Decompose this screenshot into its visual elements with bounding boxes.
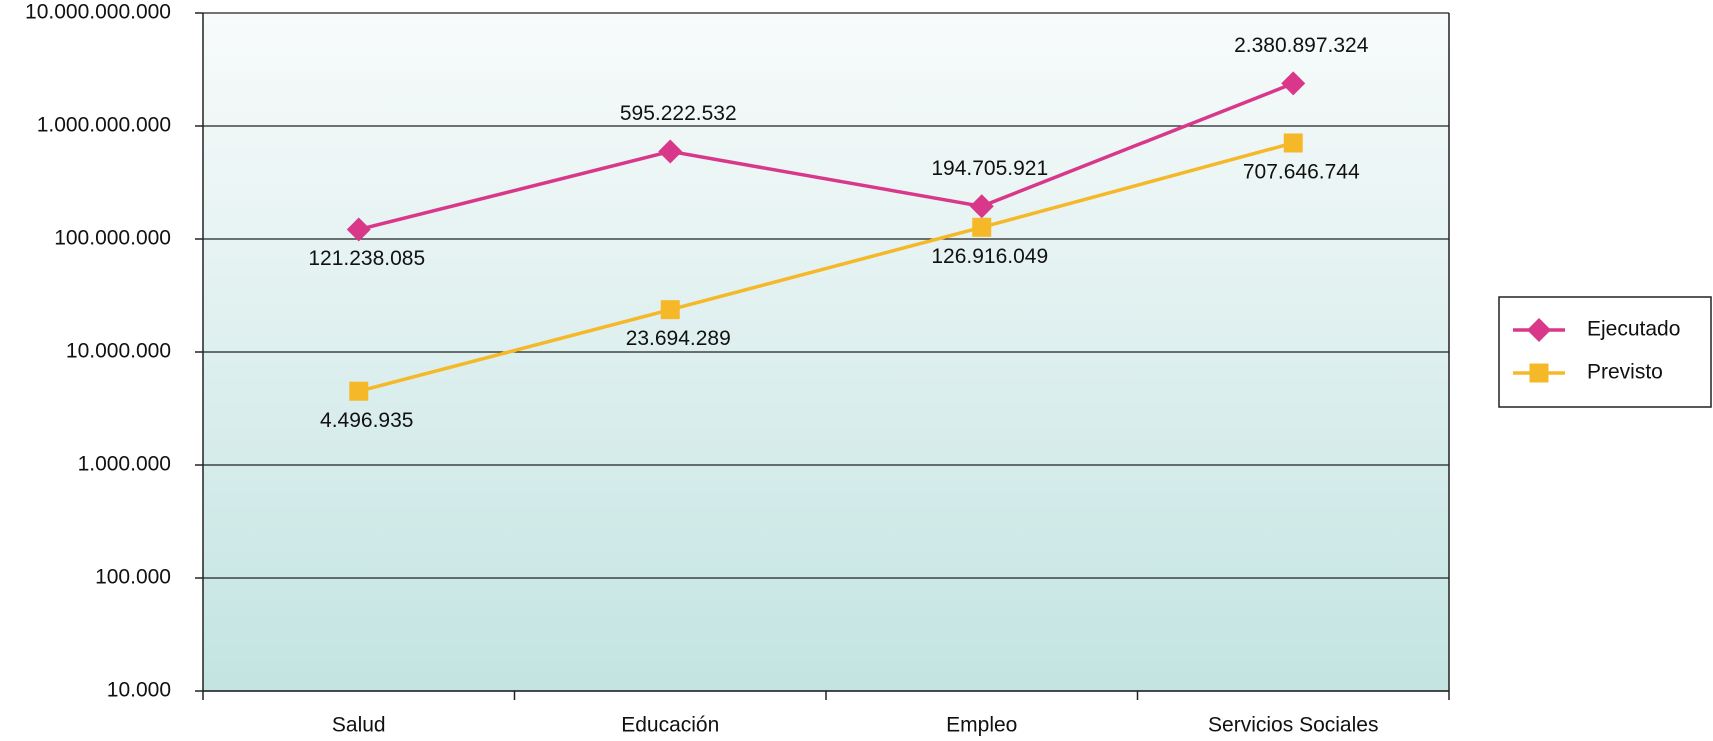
y-tick-label: 10.000.000.000: [25, 1, 171, 24]
y-tick-label: 10.000: [107, 679, 171, 702]
data-label: 194.705.921: [931, 157, 1048, 180]
x-tick-label: Salud: [332, 714, 386, 737]
data-point: [1283, 133, 1303, 153]
data-point: [969, 194, 994, 219]
y-tick-label: 1.000.000.000: [37, 114, 171, 137]
data-label: 2.380.897.324: [1234, 34, 1369, 57]
data-point: [349, 381, 369, 401]
legend-box: [1498, 296, 1712, 408]
data-point: [346, 217, 371, 242]
series-line: [358, 81, 1294, 232]
data-label: 126.916.049: [931, 245, 1048, 268]
x-tick-label: Educación: [621, 714, 719, 737]
legend-label: Previsto: [1587, 361, 1663, 384]
data-label: 707.646.744: [1243, 161, 1360, 184]
legend-marker: [1527, 318, 1551, 342]
data-point: [660, 300, 680, 320]
data-point: [1281, 71, 1306, 96]
data-label: 4.496.935: [320, 409, 413, 432]
data-label: 121.238.085: [308, 247, 425, 270]
y-tick-label: 100.000.000: [54, 227, 171, 250]
data-point: [972, 217, 992, 237]
y-tick-label: 1.000.000: [78, 453, 171, 476]
data-label: 595.222.532: [620, 102, 737, 125]
data-label: 23.694.289: [626, 327, 731, 350]
x-tick-label: Empleo: [946, 714, 1017, 737]
series-line: [358, 141, 1294, 393]
y-tick-label: 10.000.000: [66, 340, 171, 363]
x-tick-label: Servicios Sociales: [1208, 714, 1378, 737]
legend-label: Ejecutado: [1587, 318, 1680, 341]
data-point: [658, 139, 683, 164]
y-tick-label: 100.000: [95, 566, 171, 589]
legend-marker: [1529, 363, 1549, 383]
